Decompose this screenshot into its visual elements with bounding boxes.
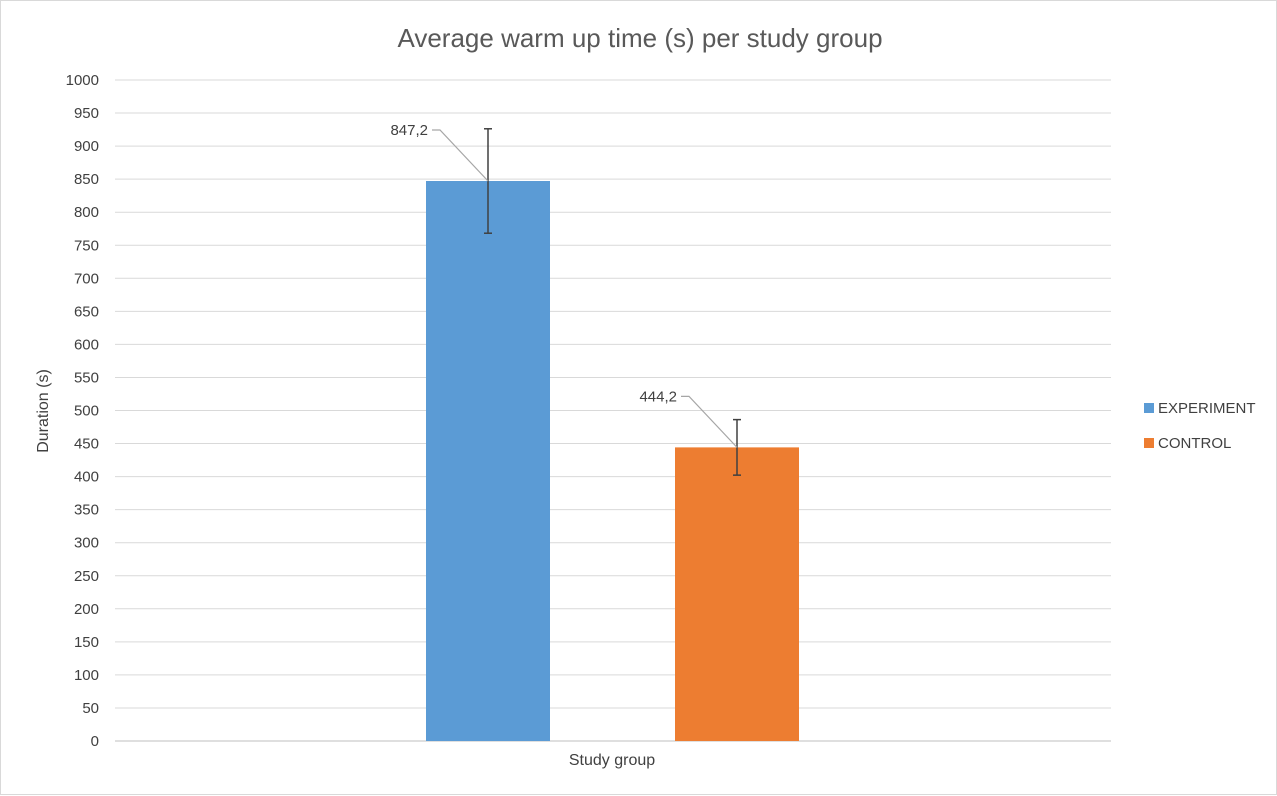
y-tick-label: 100 xyxy=(74,667,99,684)
legend-swatch-control xyxy=(1144,438,1154,448)
y-tick-label: 300 xyxy=(74,535,99,552)
y-tick-label: 200 xyxy=(74,601,99,618)
y-tick-label: 400 xyxy=(74,469,99,486)
y-tick-label: 550 xyxy=(74,369,99,386)
y-tick-label: 700 xyxy=(74,270,99,287)
y-tick-label: 850 xyxy=(74,171,99,188)
y-tick-label: 350 xyxy=(74,502,99,519)
y-tick-label: 250 xyxy=(74,568,99,585)
y-axis-ticks: 0 50 100 150 200 250 300 350 400 450 500 550 600 650 7… xyxy=(66,72,99,750)
legend: EXPERIMENT CONTROL xyxy=(1144,400,1256,452)
legend-swatch-experiment xyxy=(1144,403,1154,413)
data-labels: 847,2 444,2 xyxy=(390,122,738,448)
y-axis-title: Duration (s) xyxy=(35,369,52,453)
legend-label-experiment: EXPERIMENT xyxy=(1158,400,1256,417)
y-tick-label: 150 xyxy=(74,634,99,651)
data-label-leader xyxy=(432,129,489,182)
y-tick-label: 1000 xyxy=(66,72,99,89)
y-tick-label: 650 xyxy=(74,303,99,320)
data-label-experiment: 847,2 xyxy=(390,122,428,139)
bar-control xyxy=(675,447,799,741)
y-tick-label: 950 xyxy=(74,105,99,122)
x-axis-title: Study group xyxy=(569,752,655,769)
y-tick-label: 50 xyxy=(82,700,99,717)
y-tick-label: 500 xyxy=(74,403,99,420)
legend-label-control: CONTROL xyxy=(1158,435,1231,452)
y-tick-label: 450 xyxy=(74,436,99,453)
y-tick-label: 900 xyxy=(74,138,99,155)
y-tick-label: 750 xyxy=(74,237,99,254)
data-label-leader xyxy=(681,395,738,448)
bars xyxy=(426,128,799,741)
y-tick-label: 0 xyxy=(91,733,99,750)
y-tick-label: 600 xyxy=(74,336,99,353)
gridlines xyxy=(115,79,1111,742)
bar-experiment xyxy=(426,181,550,741)
y-tick-label: 800 xyxy=(74,204,99,221)
data-label-control: 444,2 xyxy=(639,388,677,405)
chart-title: Average warm up time (s) per study group xyxy=(397,23,882,53)
